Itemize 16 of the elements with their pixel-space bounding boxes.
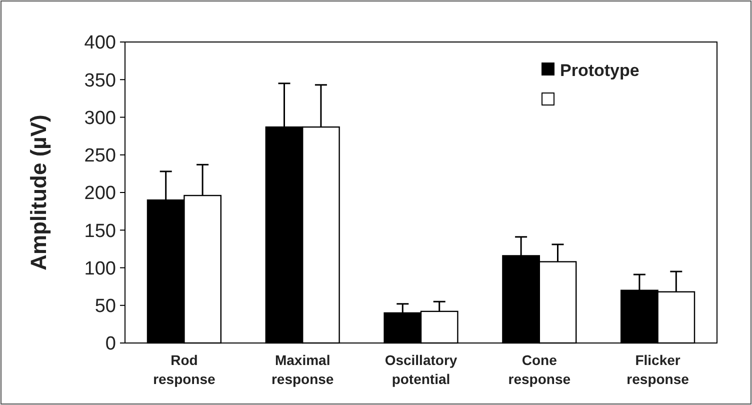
y-axis-title: Amplitude (µV) [26,114,51,270]
y-tick-label: 50 [94,296,116,318]
y-tick-label: 200 [84,183,116,204]
legend-label: Prototype [560,60,640,80]
y-tick-label: 350 [84,70,116,92]
x-tick-label: Rod response [153,352,216,387]
y-tick-label: 0 [105,334,116,355]
y-tick-label: 100 [84,258,116,280]
x-tick-label: Oscillatory potential [384,352,458,387]
y-tick-label: 150 [84,220,116,242]
y-tick-label: 300 [84,108,116,129]
y-tick-label: 250 [84,146,116,167]
x-tick-label: Flicker response [626,352,690,387]
y-tick-label: 400 [84,32,116,54]
x-tick-label: Cone response [508,352,571,387]
x-tick-label: Maximal response [271,352,334,387]
